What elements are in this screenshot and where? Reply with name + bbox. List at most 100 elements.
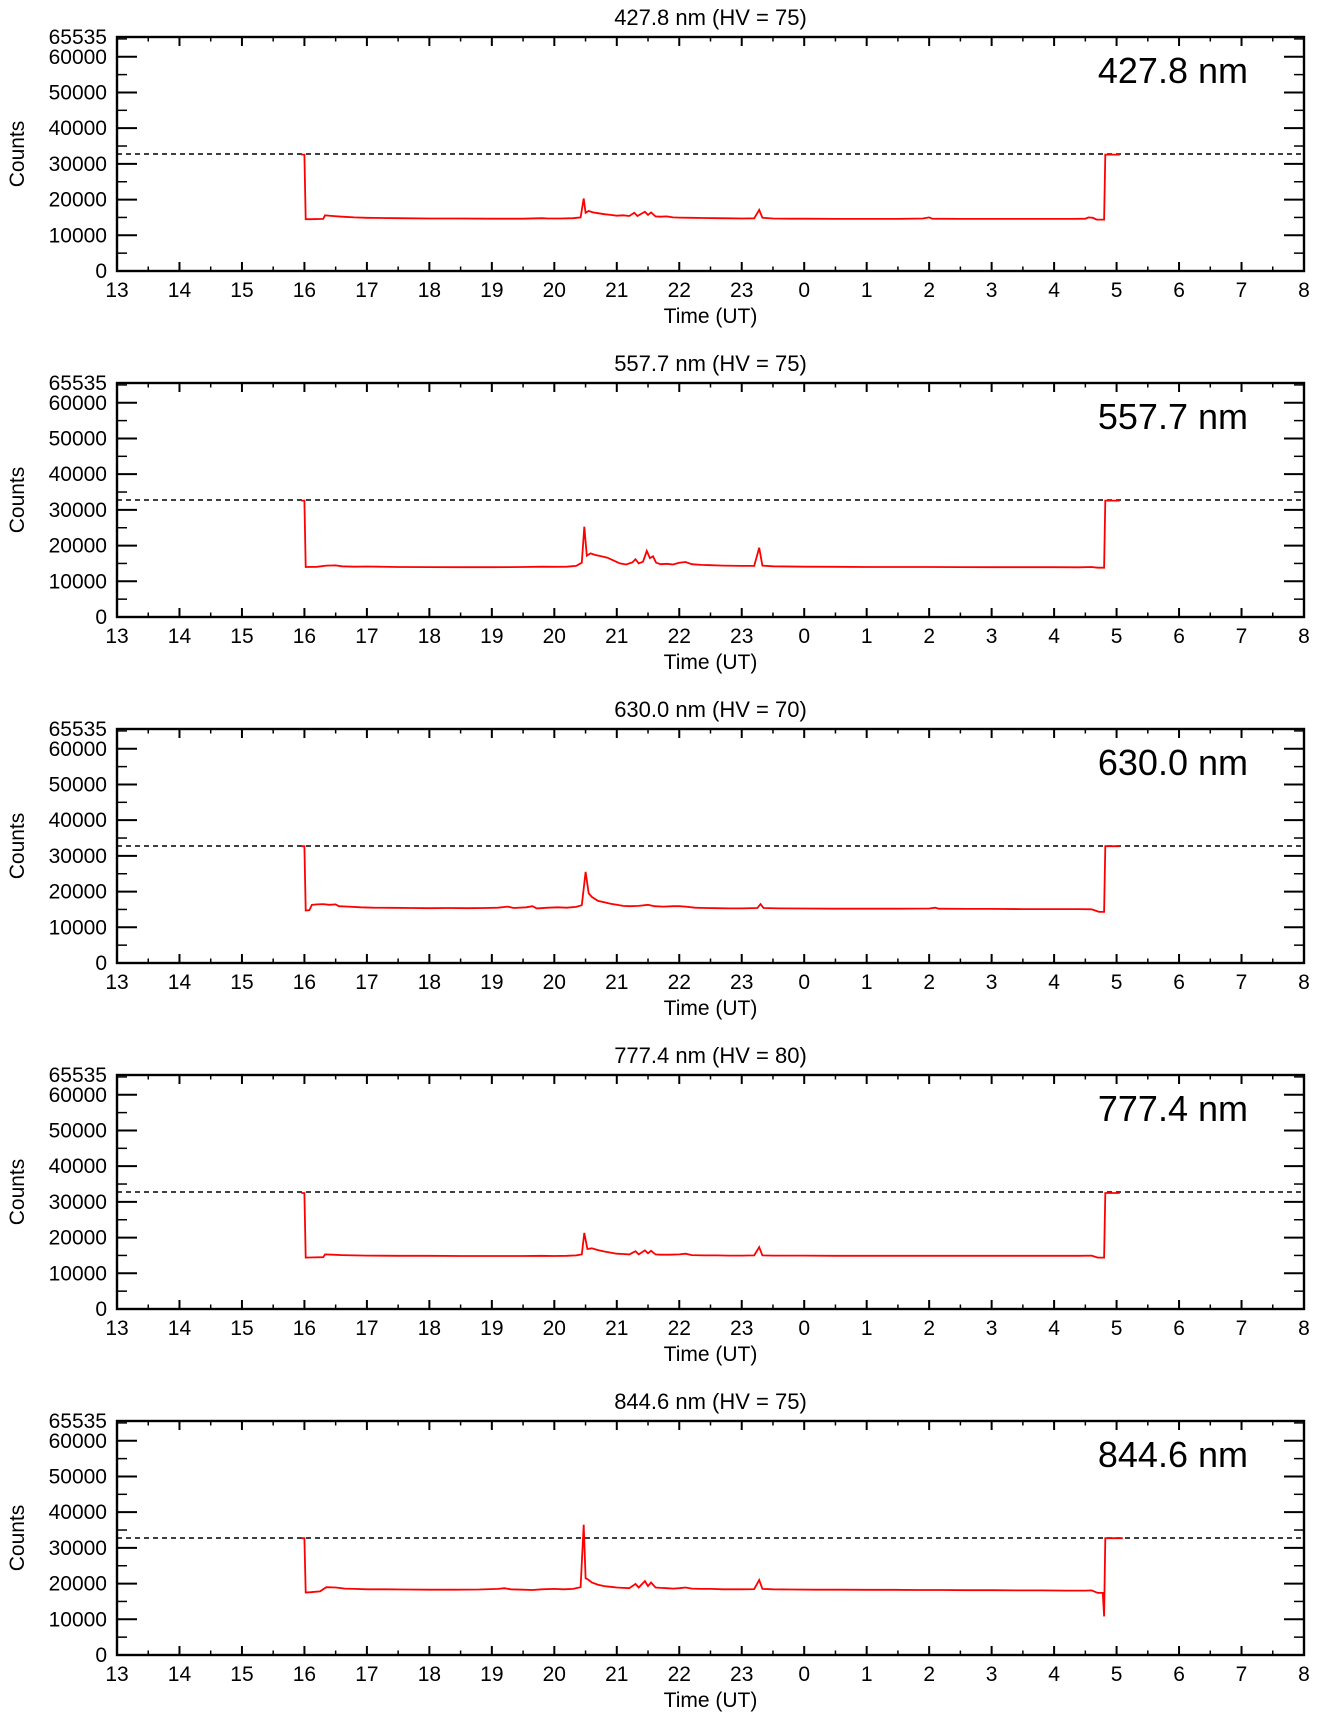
x-axis-label: Time (UT) [664,1689,758,1712]
x-tick-label: 22 [668,1663,691,1686]
y-tick-label: 50000 [49,427,107,450]
x-tick-label: 5 [1111,625,1123,648]
panel-title: 844.6 nm (HV = 75) [614,1389,807,1414]
x-axis-label: Time (UT) [664,997,758,1020]
x-tick-label: 15 [230,1317,253,1340]
x-tick-label: 6 [1173,971,1185,994]
x-tick-label: 1 [861,1317,873,1340]
plot-svg-630.0: 630.0 nm (HV = 70)13 14 15 16 17 18 19 20 21 22 23… [6,697,1310,1020]
x-tick-label: 8 [1298,1317,1310,1340]
x-tick-label: 21 [605,1317,628,1340]
y-tick-label: 30000 [49,845,107,868]
x-tick-label: 19 [480,1317,503,1340]
x-tick-label: 16 [293,1663,316,1686]
x-tick-label: 7 [1236,625,1248,648]
y-axis-label: Counts [6,467,29,534]
x-tick-label: 19 [480,279,503,302]
y-tick-label: 60000 [49,1084,107,1107]
x-tick-label: 16 [293,279,316,302]
x-tick-label: 3 [986,625,998,648]
x-tick-label: 6 [1173,1317,1185,1340]
y-tick-label: 10000 [49,570,107,593]
x-tick-label: 18 [418,625,441,648]
x-axis-label: Time (UT) [664,651,758,674]
x-tick-label: 4 [1048,1317,1060,1340]
plot-svg-777.4: 777.4 nm (HV = 80)13 14 15 16 17 18 19 20 21 22 23… [6,1043,1310,1366]
x-tick-label: 14 [168,971,192,994]
x-tick-label: 6 [1173,1663,1185,1686]
y-tick-label: 10000 [49,224,107,247]
x-tick-label: 7 [1236,1317,1248,1340]
x-tick-label: 2 [923,971,935,994]
x-tick-label: 20 [543,971,566,994]
x-tick-label: 5 [1111,1317,1123,1340]
x-tick-label: 18 [418,1663,441,1686]
corner-wavelength-label: 630.0 nm [1098,742,1248,783]
y-tick-label: 0 [95,1644,107,1667]
x-tick-label: 1 [861,971,873,994]
x-tick-label: 7 [1236,1663,1248,1686]
x-tick-label: 14 [168,279,192,302]
x-tick-label: 21 [605,1663,628,1686]
x-tick-label: 3 [986,1317,998,1340]
x-tick-label: 1 [861,1663,873,1686]
y-tick-label: 20000 [49,881,107,904]
x-tick-label: 21 [605,279,628,302]
x-tick-label: 15 [230,625,253,648]
x-tick-label: 17 [355,971,378,994]
y-tick-label: 30000 [49,153,107,176]
x-tick-label: 18 [418,971,441,994]
x-axis-label: Time (UT) [664,305,758,328]
x-tick-label: 16 [293,625,316,648]
x-tick-label: 6 [1173,279,1185,302]
x-tick-label: 13 [105,625,128,648]
y-tick-label: 0 [95,606,107,629]
x-tick-label: 20 [543,1663,566,1686]
plot-svg-557.7: 557.7 nm (HV = 75)13 14 15 16 17 18 19 20 21 22 23… [6,351,1310,674]
x-tick-label: 3 [986,971,998,994]
x-tick-label: 20 [543,279,566,302]
y-axis-label: Counts [6,121,29,188]
plot-svg-427.8: 427.8 nm (HV = 75)13 14 15 16 17 18 19 20 21 22 23… [6,5,1310,328]
y-axis-label: Counts [6,813,29,880]
x-tick-label: 22 [668,971,691,994]
x-tick-label: 2 [923,1317,935,1340]
y-tick-label: 30000 [49,1191,107,1214]
x-tick-label: 0 [798,279,810,302]
counts-series-line [301,1192,1120,1259]
x-tick-label: 22 [668,279,691,302]
y-tick-label: 40000 [49,463,107,486]
x-tick-label: 21 [605,971,628,994]
y-tick-label: 40000 [49,809,107,832]
x-tick-label: 2 [923,1663,935,1686]
y-tick-label: 65535 [49,1410,107,1433]
x-tick-label: 14 [168,1317,192,1340]
x-tick-label: 4 [1048,971,1060,994]
x-tick-label: 18 [418,279,441,302]
x-tick-label: 19 [480,971,503,994]
x-tick-label: 4 [1048,625,1060,648]
x-tick-label: 20 [543,1317,566,1340]
x-tick-label: 15 [230,1663,253,1686]
y-tick-label: 30000 [49,1537,107,1560]
y-tick-label: 20000 [49,535,107,558]
panel-title: 777.4 nm (HV = 80) [614,1043,807,1068]
x-tick-label: 4 [1048,1663,1060,1686]
x-tick-label: 14 [168,625,192,648]
x-tick-label: 21 [605,625,628,648]
x-tick-label: 8 [1298,279,1310,302]
x-tick-label: 17 [355,279,378,302]
y-tick-label: 40000 [49,117,107,140]
x-tick-label: 13 [105,1663,128,1686]
x-tick-label: 8 [1298,625,1310,648]
counts-series-line [301,499,1120,569]
x-tick-label: 17 [355,625,378,648]
y-tick-label: 0 [95,260,107,283]
x-tick-label: 13 [105,279,128,302]
x-tick-label: 13 [105,1317,128,1340]
x-tick-label: 23 [730,279,753,302]
x-tick-label: 1 [861,625,873,648]
y-tick-label: 10000 [49,1608,107,1631]
x-tick-label: 19 [480,1663,503,1686]
y-tick-label: 20000 [49,1227,107,1250]
